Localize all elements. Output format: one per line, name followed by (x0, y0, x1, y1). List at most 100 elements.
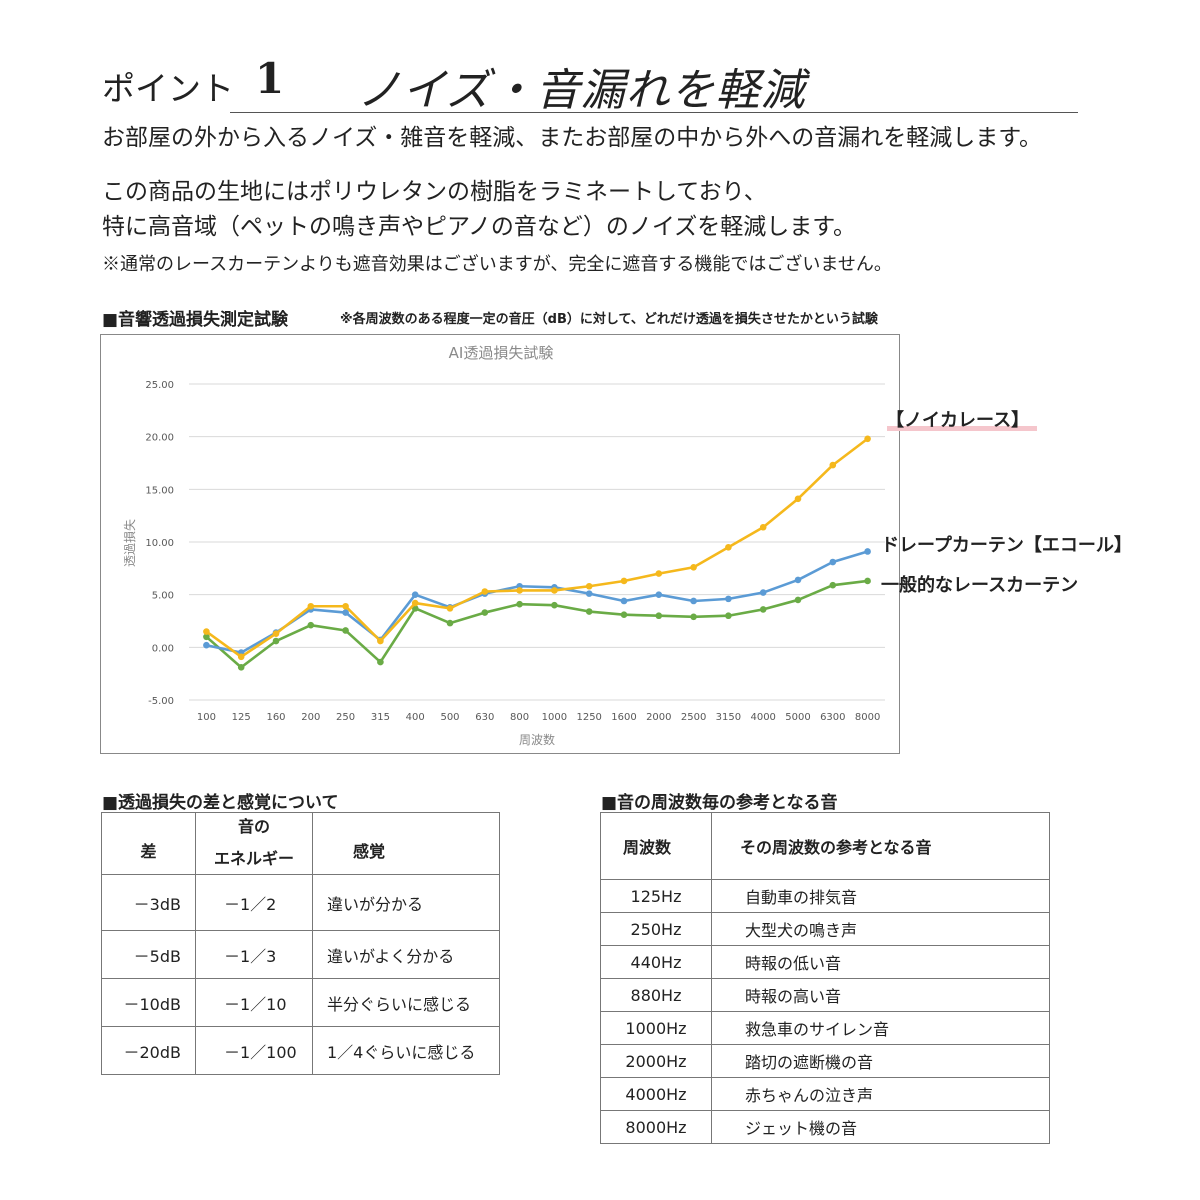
chart-x-tick-label: 1250 (576, 712, 601, 723)
chart-x-tick-label: 6300 (820, 712, 845, 723)
table-row: 250Hz 大型犬の鳴き声 (600, 912, 1050, 946)
chart-data-point (342, 602, 349, 610)
chart-data-point (446, 605, 454, 612)
table-row: 1000Hz 救急車のサイレン音 (600, 1011, 1050, 1045)
chart-data-point (307, 602, 315, 610)
chart-x-tick-label: 500 (440, 712, 459, 723)
page-title: ノイズ・音漏れを軽減 (357, 65, 806, 116)
cell-frequency: 250Hz (600, 912, 712, 946)
chart-x-tick-label: 200 (301, 712, 320, 723)
chart-y-tick-label: 15.00 (145, 485, 174, 496)
table2-container: 周波数 その周波数の参考となる音 125Hz 自動車の排気音 250Hz 大型犬の鳴… (600, 812, 1050, 1144)
chart-data-point (585, 608, 593, 615)
chart-y-tick-label: -5.00 (148, 696, 174, 707)
chart-data-point (829, 461, 837, 469)
cell-sound: 赤ちゃんの泣き声 (711, 1077, 1050, 1111)
series-label-noika: 【ノイカレース】 (886, 410, 1030, 431)
chart-data-point (411, 599, 419, 607)
cell-diff: －5dB (101, 930, 196, 979)
cell-diff: －3dB (101, 874, 196, 931)
chart-data-point (377, 658, 384, 666)
chart-data-point (551, 587, 558, 594)
cell-sound: 踏切の遮断機の音 (711, 1044, 1050, 1078)
cell-sound: 救急車のサイレン音 (711, 1011, 1050, 1045)
chart-data-point (655, 612, 663, 620)
sound-difference-table: 差 音の エネルギー 感覚 －3dB －1／2 違いが分かる －5dB －1／3… (101, 812, 500, 1075)
chart-x-tick-label: 4000 (750, 712, 775, 723)
chart-y-tick-label: 20.00 (145, 433, 174, 444)
chart-data-point (690, 613, 697, 621)
chart-x-tick-label: 630 (475, 712, 494, 723)
series-label-lace: 一般的なレースカーテン (881, 575, 1079, 596)
chart-data-point (411, 591, 419, 598)
chart-data-point (481, 588, 489, 595)
header-sense: 感覚 (312, 812, 500, 875)
chart-x-tick-label: 5000 (785, 712, 810, 723)
chart-data-point (690, 563, 697, 571)
chart-data-point (725, 543, 732, 551)
chart-data-point (794, 576, 802, 584)
table-row: 2000Hz 踏切の遮断機の音 (600, 1044, 1050, 1078)
title-number: 1 (255, 54, 285, 103)
label-highlight (887, 426, 1037, 431)
chart-data-point (725, 595, 732, 603)
chart-x-tick-label: 400 (406, 712, 425, 723)
chart-series-2 (203, 577, 871, 671)
table-row: 4000Hz 赤ちゃんの泣き声 (600, 1077, 1050, 1111)
chart-data-point (829, 581, 837, 589)
chart-data-point (551, 601, 558, 609)
header-diff: 差 (101, 812, 196, 875)
title-prefix: ポイント (102, 69, 234, 108)
table-header-row: 差 音の エネルギー 感覚 (101, 812, 500, 875)
cell-sound: 時報の高い音 (711, 978, 1050, 1012)
chart-section-heading: ■音響透過損失測定試験 (102, 310, 289, 330)
chart-data-point (203, 633, 210, 641)
chart-y-tick-label: 25.00 (145, 380, 174, 391)
chart-title: AI透過損失試験 (449, 344, 554, 362)
chart-data-point (342, 627, 349, 634)
table1-container: 差 音の エネルギー 感覚 －3dB －1／2 違いが分かる －5dB －1／3… (101, 812, 500, 1075)
chart-data-point (237, 653, 245, 661)
chart-y-axis-label: 透過損失 (122, 519, 137, 567)
chart-data-point (759, 606, 767, 613)
chart-data-point (620, 611, 628, 618)
chart-data-point (516, 600, 523, 608)
chart-data-point (272, 630, 280, 637)
chart-series-1 (203, 548, 871, 656)
chart-data-point (759, 589, 767, 596)
table-row: 8000Hz ジェット機の音 (600, 1110, 1050, 1144)
chart-x-tick-label: 315 (371, 712, 390, 723)
cell-energy: －1／100 (195, 1026, 313, 1075)
chart-x-tick-label: 3150 (716, 712, 741, 723)
chart-data-point (620, 597, 628, 605)
intro-note: ※通常のレースカーテンよりも遮音効果はございますが、完全に遮音する機能ではござい… (102, 254, 892, 275)
chart-data-point (829, 558, 837, 566)
chart-y-tick-label: 10.00 (145, 538, 174, 549)
cell-sound: 時報の低い音 (711, 945, 1050, 979)
chart-data-point (481, 609, 489, 616)
chart-x-ticks: 100 125 160 200 250 315 400 500 630 800 1000 1250 16… (197, 712, 880, 723)
chart-data-point (655, 570, 663, 577)
cell-frequency: 880Hz (600, 978, 712, 1012)
cell-frequency: 440Hz (600, 945, 712, 979)
cell-diff: －20dB (101, 1026, 196, 1075)
chart-x-tick-label: 250 (336, 712, 355, 723)
table-row: －5dB －1／3 違いがよく分かる (101, 930, 500, 979)
chart-data-point (864, 548, 871, 555)
header-energy: 音の エネルギー (195, 812, 313, 875)
cell-energy: －1／2 (195, 874, 313, 931)
cell-diff: －10dB (101, 978, 196, 1027)
header-energy-line2: エネルギー (213, 848, 294, 868)
chart-x-tick-label: 2000 (646, 712, 671, 723)
chart-y-tick-label: 5.00 (152, 591, 174, 602)
cell-sound: 自動車の排気音 (711, 879, 1050, 913)
table-header-row: 周波数 その周波数の参考となる音 (600, 812, 1050, 880)
chart-frame: AI透過損失試験 透過損失 周波数 25.00 20.00 15.00 10.00 5.… (100, 334, 900, 754)
chart-data-point (759, 523, 767, 531)
cell-sense: 半分ぐらいに感じる (312, 978, 500, 1027)
chart-gridlines (189, 383, 885, 701)
table-row: 125Hz 自動車の排気音 (600, 879, 1050, 913)
chart-series (203, 435, 871, 671)
chart-data-point (690, 597, 697, 605)
cell-frequency: 1000Hz (600, 1011, 712, 1045)
